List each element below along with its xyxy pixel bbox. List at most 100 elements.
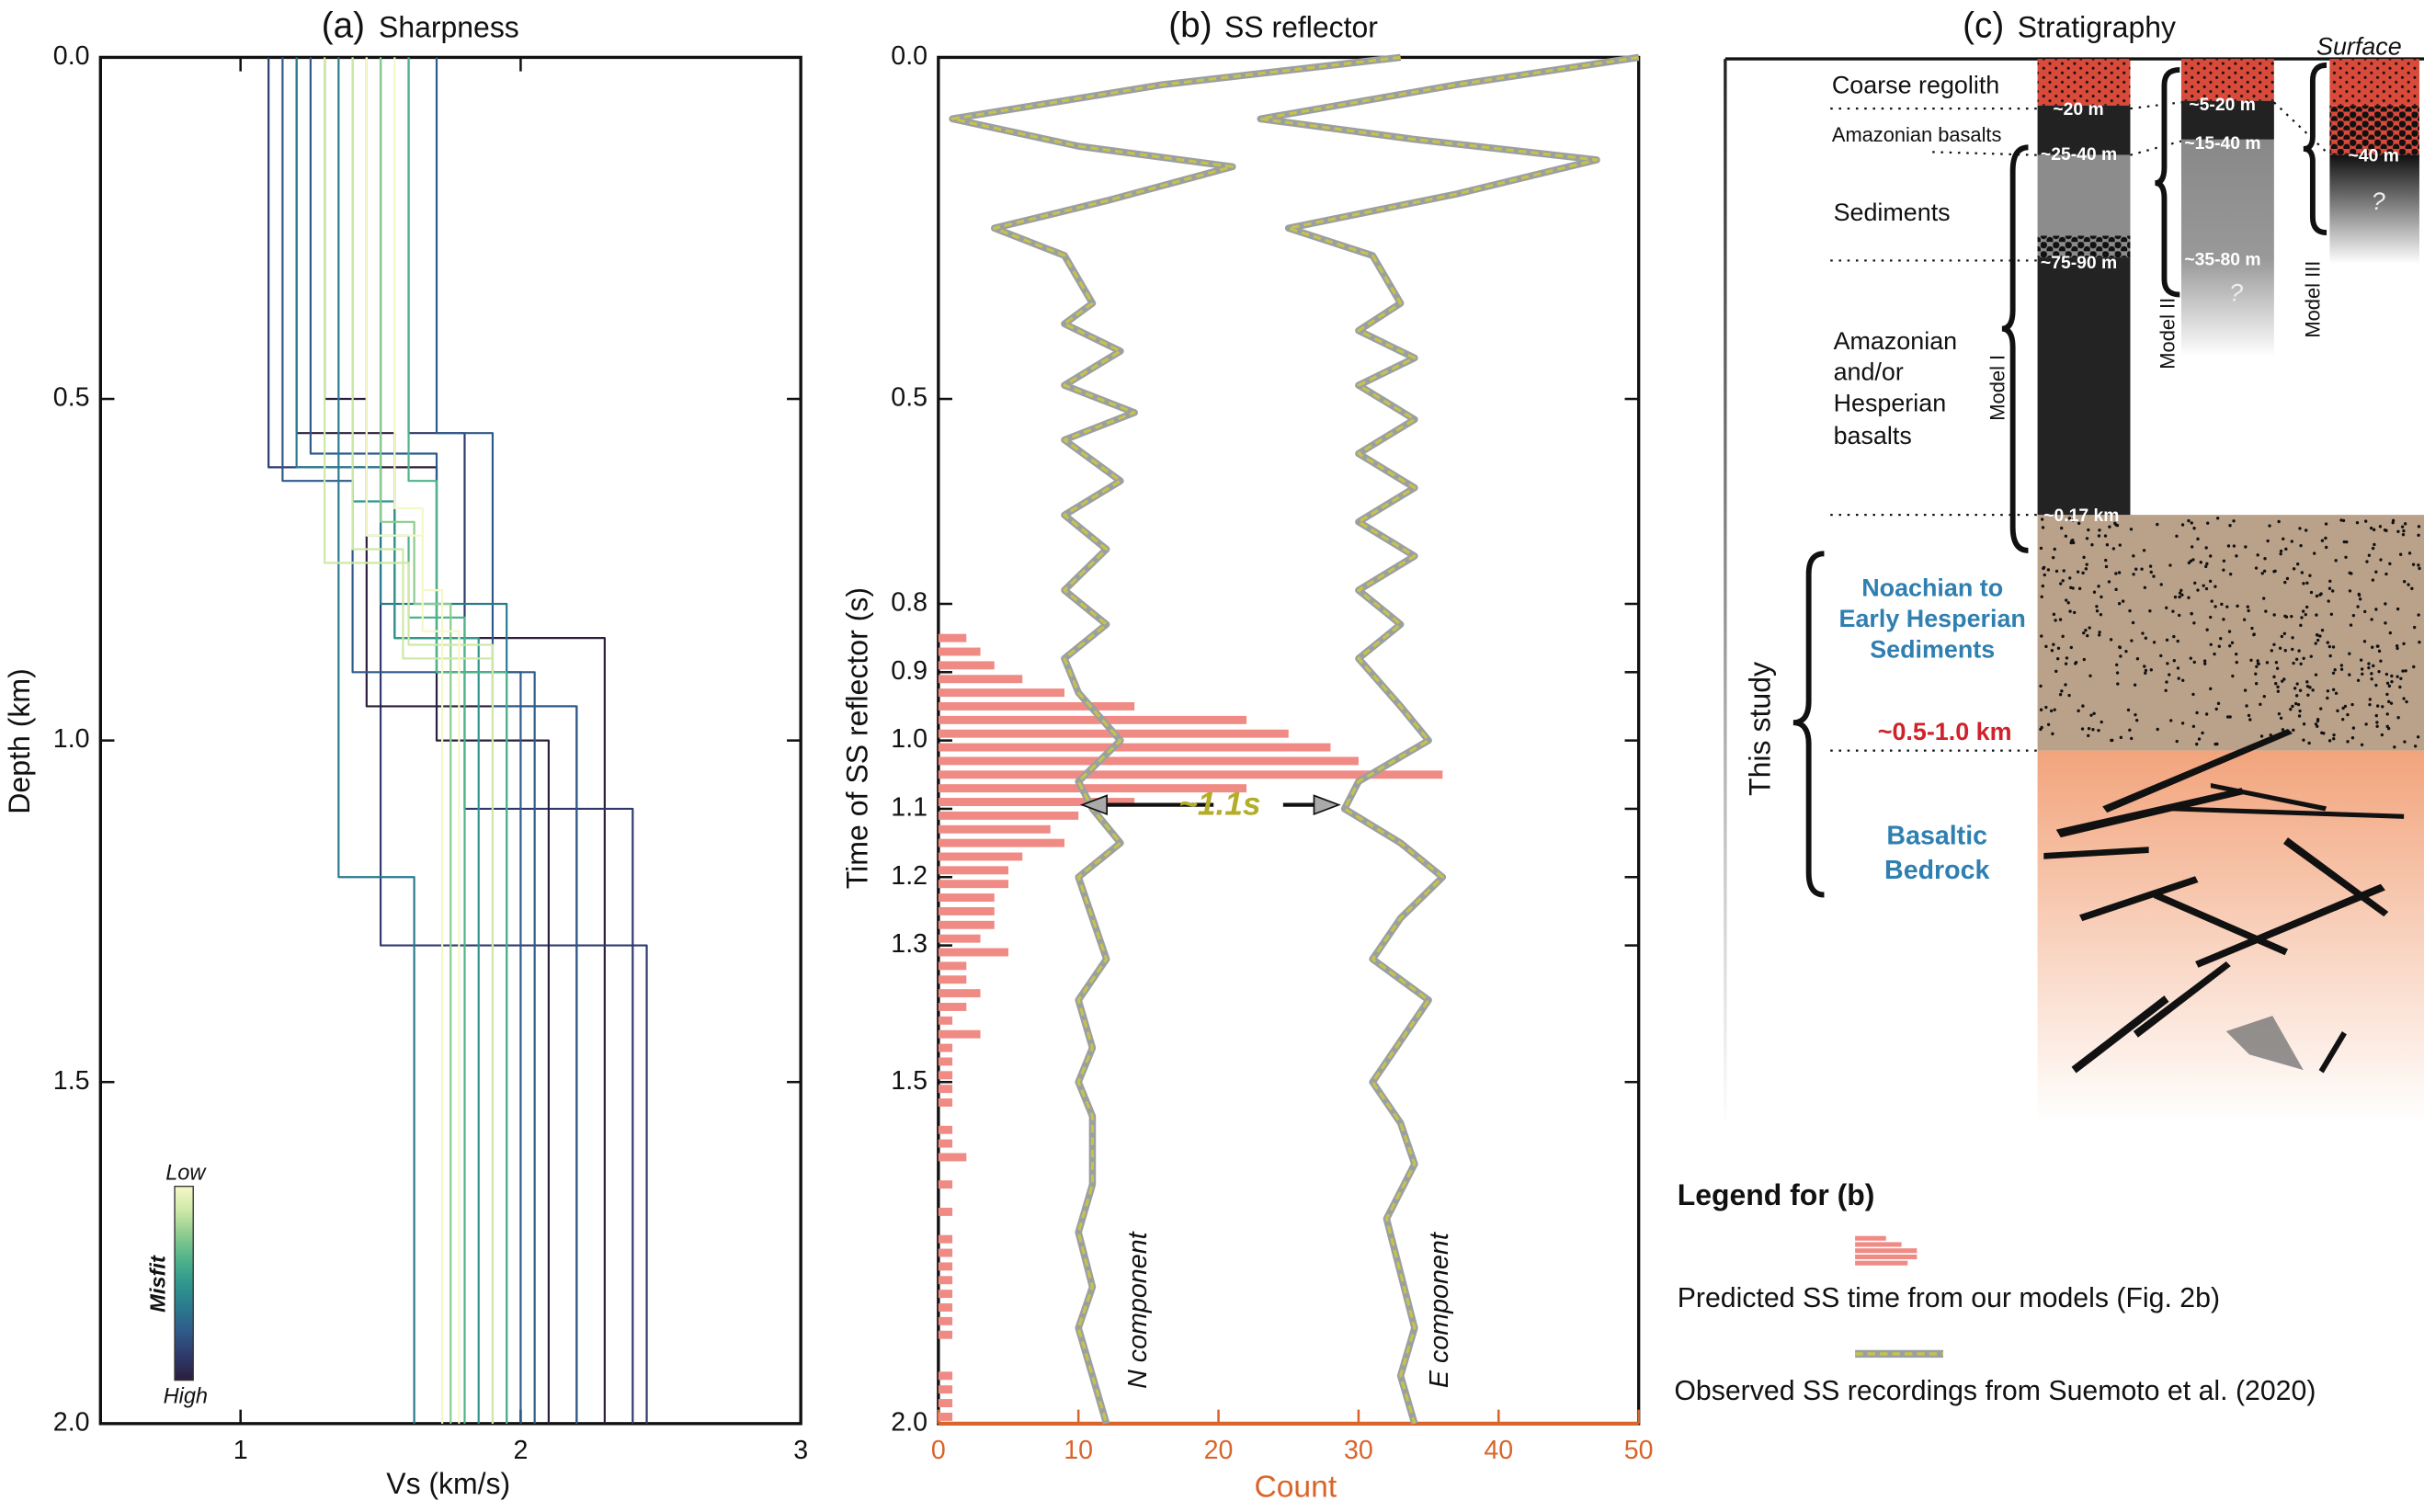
texture-dot: [2273, 569, 2277, 573]
texture-dot: [2069, 585, 2073, 589]
texture-dot: [2375, 644, 2380, 648]
texture-dot: [2116, 682, 2120, 686]
texture-dot: [2110, 738, 2113, 743]
texture-dot: [2191, 724, 2196, 728]
depth-label: ~0.17 km: [2043, 506, 2119, 526]
panel-title: Stratigraphy: [2018, 10, 2176, 43]
texture-dot: [2290, 614, 2293, 619]
texture-dot: [2314, 673, 2318, 676]
texture-dot: [2305, 581, 2309, 585]
texture-dot: [2098, 633, 2101, 637]
panel-b: 0.0 0.5 0.8 0.9 1.0 1.1 1.2 1.3 1.5 2.00 10 20 30 40 5…: [891, 41, 1653, 1465]
panel-a: 0.0 0.5 1.0 1.5 2.0 1 2 3: [53, 41, 808, 1465]
texture-dot: [2046, 722, 2051, 726]
texture-dot: [2333, 668, 2337, 672]
histogram-bar: [938, 1085, 953, 1094]
texture-dot: [2398, 685, 2402, 689]
plot-frame: [937, 55, 1641, 1426]
texture-dot: [2279, 551, 2282, 556]
texture-dot: [2044, 644, 2048, 649]
texture-dot: [2175, 534, 2179, 538]
texture-dot: [2262, 597, 2266, 600]
texture-dot: [2232, 519, 2236, 523]
texture-dot: [2375, 724, 2379, 728]
texture-dot: [2235, 652, 2238, 656]
texture-dot: [2276, 689, 2280, 693]
texture-dot: [2358, 597, 2362, 601]
texture-dot: [2368, 698, 2373, 701]
texture-dot: [2331, 589, 2335, 593]
texture-dot: [2320, 539, 2325, 542]
texture-dot: [2044, 705, 2048, 710]
texture-dot: [2378, 525, 2383, 529]
texture-dot: [2341, 518, 2346, 523]
texture-dot: [2180, 523, 2185, 527]
texture-dot: [2156, 522, 2159, 527]
texture-dot: [2235, 660, 2238, 665]
texture-dot: [2191, 692, 2195, 697]
layer-label: and/or: [1834, 358, 1904, 386]
texture-dot: [2216, 701, 2221, 706]
texture-dot: [2401, 669, 2405, 673]
texture-dot: [2332, 737, 2336, 741]
histogram-bar: [938, 675, 1023, 684]
texture-dot: [2222, 568, 2225, 572]
texture-dot: [2205, 628, 2209, 631]
texture-dot: [2118, 543, 2122, 547]
texture-dot: [2280, 634, 2284, 639]
texture-dot: [2097, 585, 2100, 588]
texture-dot: [2213, 585, 2217, 588]
texture-dot: [2306, 693, 2310, 697]
texture-dot: [2370, 677, 2373, 681]
texture-dot: [2391, 520, 2395, 525]
texture-dot: [2381, 705, 2384, 709]
texture-dot: [2299, 662, 2303, 665]
texture-dot: [2141, 631, 2145, 635]
texture-dot: [2242, 618, 2247, 621]
texture-dot: [2389, 701, 2394, 705]
texture-dot: [2362, 640, 2367, 643]
texture-dot: [2159, 654, 2163, 658]
texture-dot: [2090, 543, 2094, 547]
texture-dot: [2165, 606, 2168, 609]
texture-dot: [2324, 536, 2327, 540]
texture-dot: [2265, 661, 2270, 665]
texture-dot: [2262, 569, 2267, 573]
unit-label: Sediments: [1870, 636, 1995, 664]
histogram-bar: [938, 811, 1079, 820]
texture-dot: [2388, 631, 2393, 635]
texture-dot: [2298, 527, 2302, 530]
texture-dot: [2256, 659, 2259, 663]
texture-dot: [2152, 574, 2156, 578]
histogram-bar: [938, 633, 967, 642]
texture-dot: [2410, 586, 2414, 591]
texture-dot: [2191, 558, 2195, 562]
texture-dot: [2259, 702, 2262, 706]
texture-dot: [2199, 561, 2202, 564]
texture-dot: [2299, 623, 2303, 628]
texture-dot: [2086, 633, 2089, 638]
texture-dot: [2104, 564, 2109, 569]
y-tick-label: 0.9: [891, 656, 927, 686]
texture-dot: [2081, 704, 2085, 708]
histogram-bar: [938, 743, 1331, 752]
data-line: [949, 53, 1402, 1425]
texture-dot: [2344, 555, 2348, 559]
panel-title: SS reflector: [1224, 10, 1378, 43]
texture-dot: [2061, 579, 2065, 583]
data-line: [435, 57, 578, 1424]
texture-dot: [2246, 605, 2249, 608]
texture-dot: [2255, 665, 2259, 668]
layer-label: basalts: [1834, 422, 1912, 449]
texture-dot: [2178, 595, 2181, 599]
texture-dot: [2417, 563, 2420, 567]
texture-dot: [2248, 718, 2252, 722]
texture-dot: [2210, 599, 2213, 603]
texture-dot: [2080, 727, 2085, 731]
unit-label: Noachian to: [1861, 574, 2003, 601]
texture-dot: [2279, 716, 2283, 720]
texture-dot: [2401, 532, 2406, 537]
texture-dot: [2149, 668, 2153, 672]
y-tick-label: 0.0: [53, 41, 90, 71]
texture-dot: [2272, 613, 2276, 617]
